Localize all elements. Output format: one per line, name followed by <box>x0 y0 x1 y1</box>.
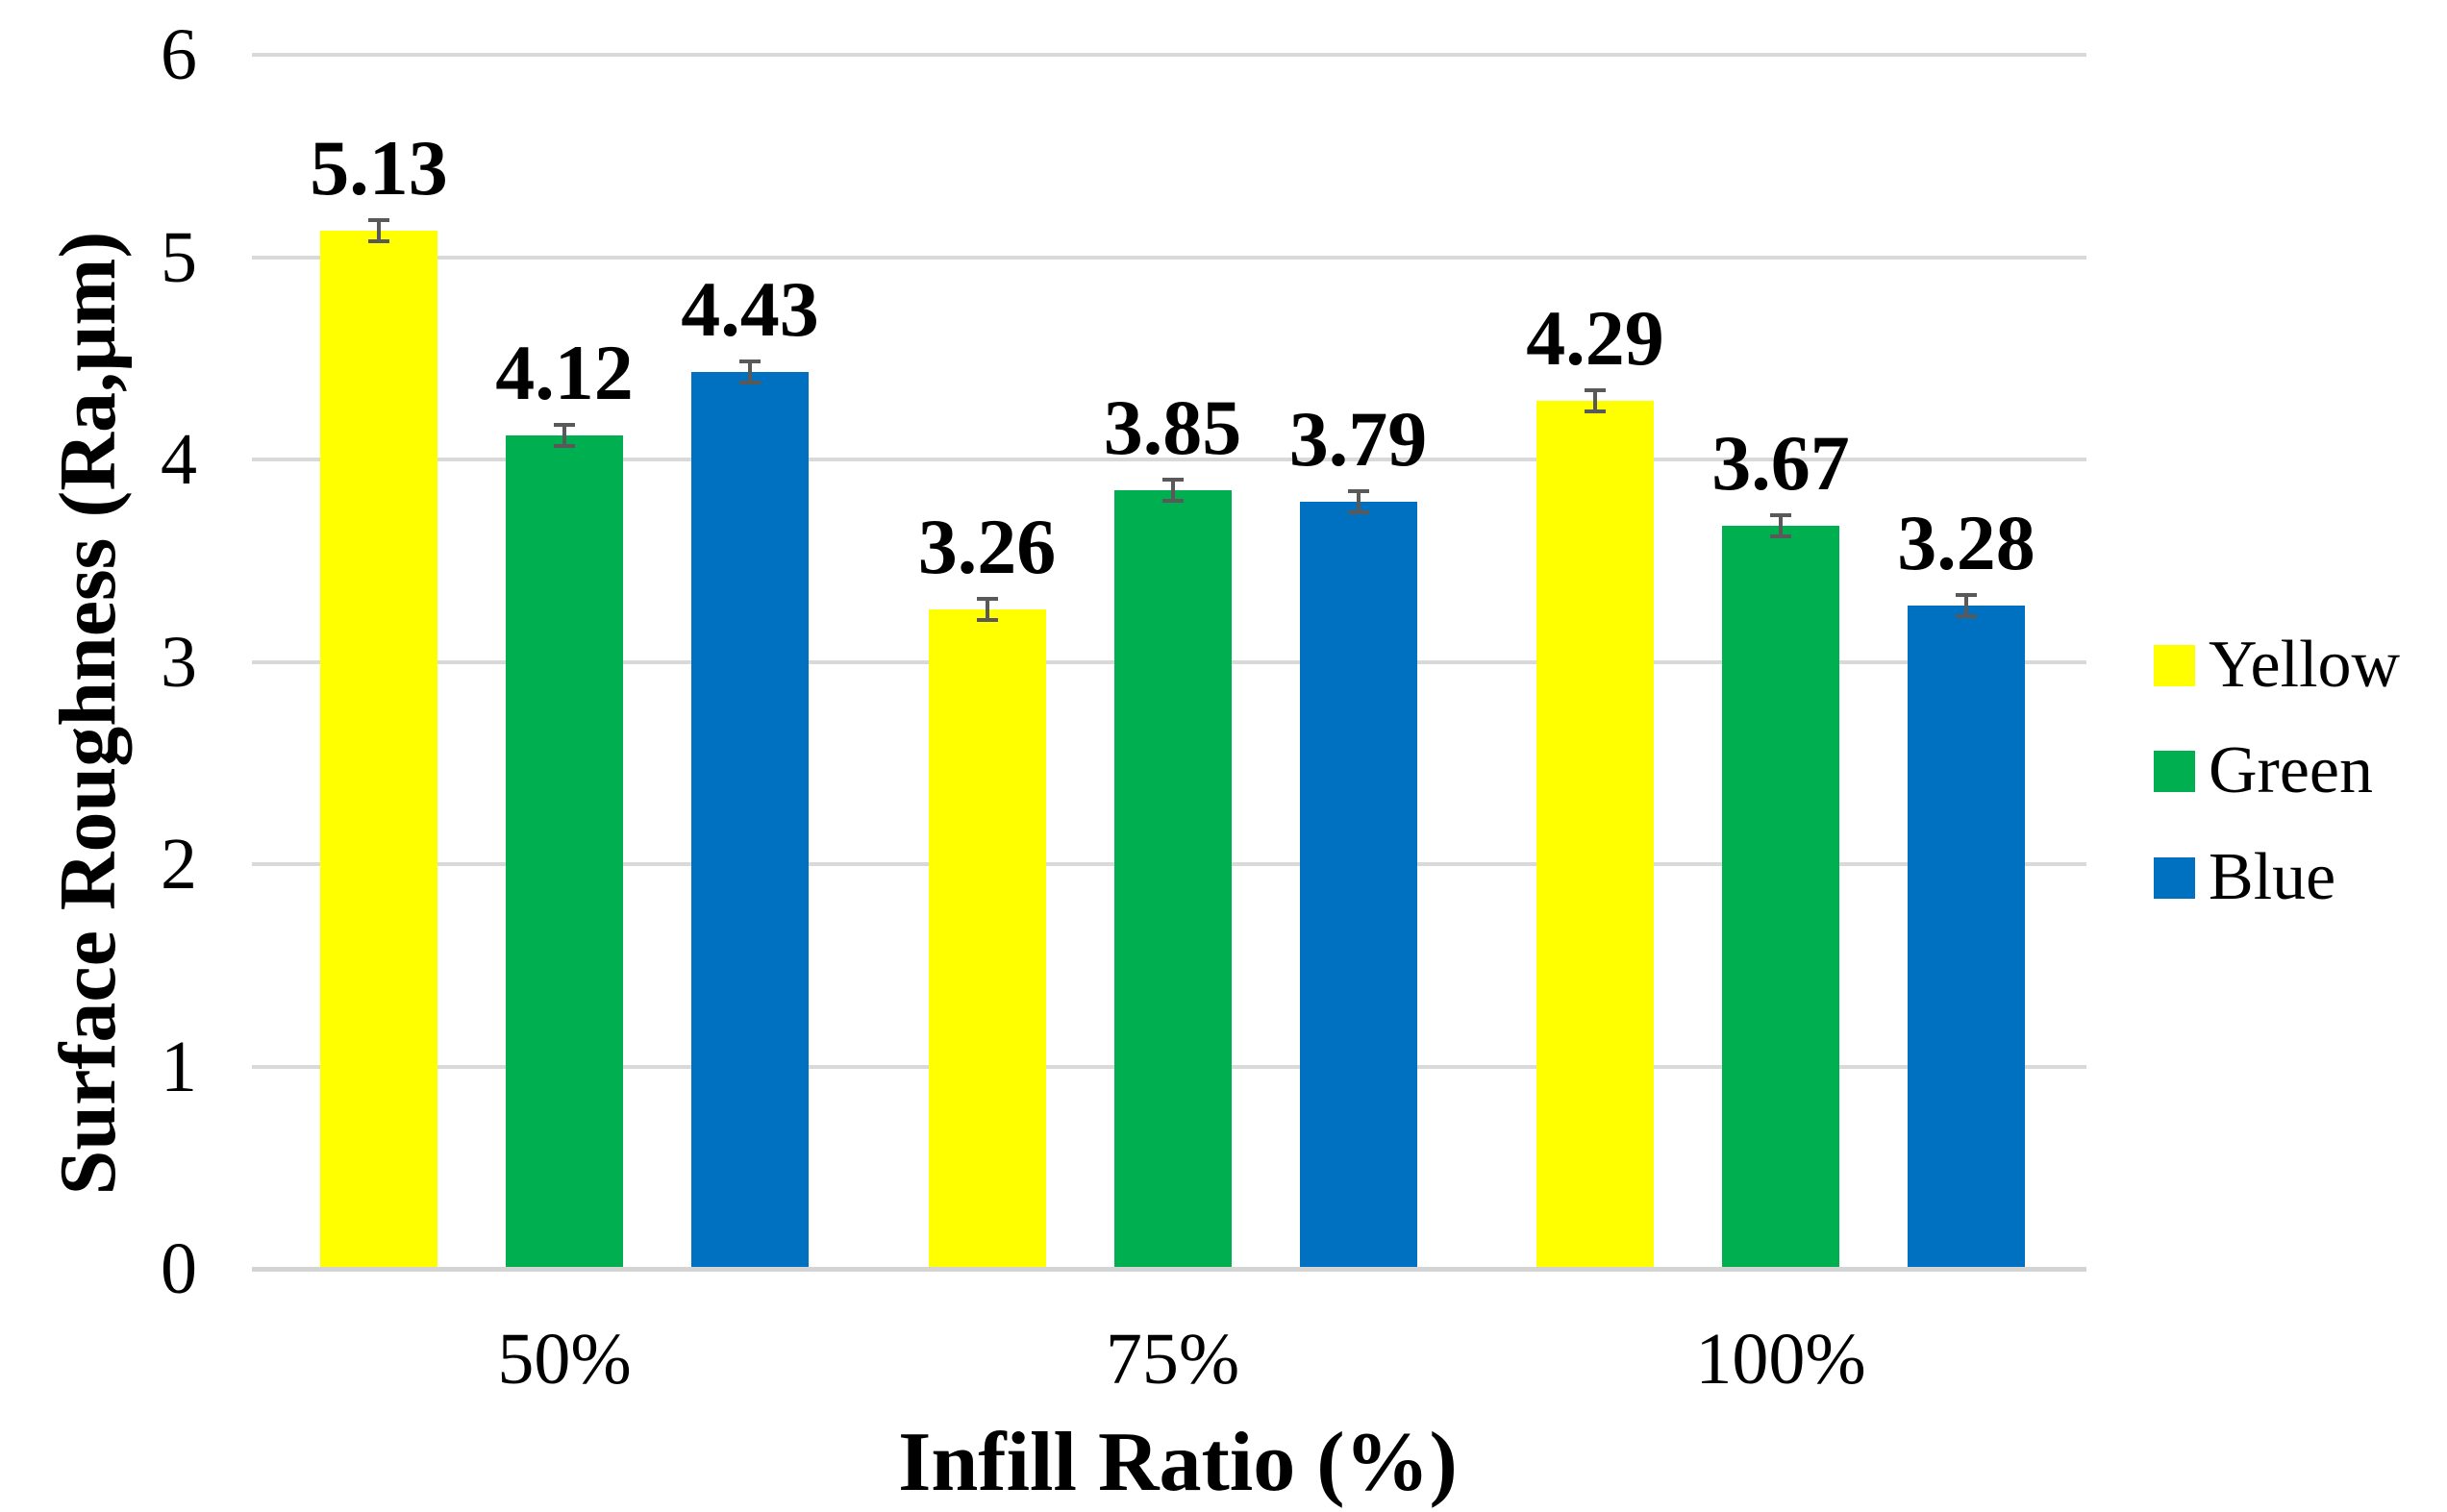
error-bar-whisker <box>377 218 381 244</box>
error-bar-whisker <box>1964 592 1968 618</box>
bar-green-75 <box>1113 489 1232 1267</box>
error-bar-whisker <box>1170 477 1175 503</box>
error-bar-cap <box>1347 489 1369 494</box>
y-tick-label: 2 <box>161 824 197 905</box>
error-bar-cap <box>368 239 389 244</box>
error-bar-cap <box>554 422 575 427</box>
error-bar-cap <box>1161 477 1184 482</box>
error-bar-cap <box>368 218 389 223</box>
error-bar-whisker <box>562 422 566 448</box>
bar-yellow-75 <box>928 608 1046 1267</box>
error-bar-cap <box>976 596 998 601</box>
error-bar-cap <box>1956 592 1977 597</box>
legend-swatch-icon <box>2154 857 2195 899</box>
gridline <box>252 53 2086 57</box>
x-axis-title: Infill Ratio (%) <box>898 1416 1458 1509</box>
error-bar-cap <box>739 359 761 364</box>
bar-blue-75 <box>1299 502 1417 1267</box>
x-axis-line <box>252 1267 2086 1272</box>
error-bar-cap <box>554 443 575 448</box>
x-tick-label: 100% <box>1695 1319 1866 1400</box>
error-bar-cap <box>1956 613 1977 618</box>
x-tick-label: 75% <box>1105 1319 1240 1400</box>
y-tick-label: 5 <box>161 216 197 298</box>
error-bar-cap <box>1585 387 1606 392</box>
bar-value-label: 4.43 <box>681 265 819 354</box>
bar-blue-50 <box>691 372 809 1267</box>
bar-value-label: 3.79 <box>1288 395 1428 483</box>
gridline <box>252 458 2086 461</box>
error-bar-whisker <box>1779 513 1783 539</box>
legend-swatch-icon <box>2154 645 2195 686</box>
error-bar-cap <box>1161 498 1184 503</box>
y-tick-label: 6 <box>161 14 197 95</box>
error-bar-whisker <box>748 359 752 385</box>
error-bar-cap <box>1770 534 1791 539</box>
y-tick-label: 0 <box>161 1228 197 1309</box>
bar-green-100 <box>1722 526 1839 1267</box>
error-bar-whisker <box>1356 489 1361 515</box>
error-bar-whisker <box>1593 387 1597 413</box>
legend-swatch-icon <box>2154 751 2195 792</box>
y-tick-label: 4 <box>161 419 197 500</box>
bar-yellow-50 <box>320 231 437 1267</box>
error-bar-cap <box>739 381 761 385</box>
error-bar-cap <box>1585 409 1606 413</box>
bar-value-label: 3.67 <box>1711 419 1850 508</box>
gridline <box>252 255 2086 260</box>
bar-value-label: 5.13 <box>310 124 448 212</box>
bar-yellow-100 <box>1536 400 1654 1267</box>
bar-green-50 <box>506 434 623 1267</box>
bar-value-label: 4.29 <box>1526 293 1664 382</box>
y-tick-label: 3 <box>161 621 197 703</box>
error-bar-cap <box>1770 513 1791 518</box>
legend-label-blue: Blue <box>2209 840 2336 914</box>
error-bar-whisker <box>985 596 989 622</box>
y-axis-title: Surface Roughness (Ra,µm) <box>43 231 133 1196</box>
y-tick-label: 1 <box>161 1026 197 1107</box>
x-tick-label: 50% <box>497 1319 632 1400</box>
error-bar-cap <box>1347 510 1369 515</box>
error-bar-cap <box>976 617 998 622</box>
legend-label-yellow: Yellow <box>2209 628 2401 702</box>
bar-blue-100 <box>1908 605 2025 1267</box>
legend-label-green: Green <box>2209 733 2374 807</box>
bar-value-label: 4.12 <box>495 328 634 416</box>
bar-value-label: 3.26 <box>917 502 1057 590</box>
bar-value-label: 3.28 <box>1897 498 2035 586</box>
bar-value-label: 3.85 <box>1103 383 1242 471</box>
